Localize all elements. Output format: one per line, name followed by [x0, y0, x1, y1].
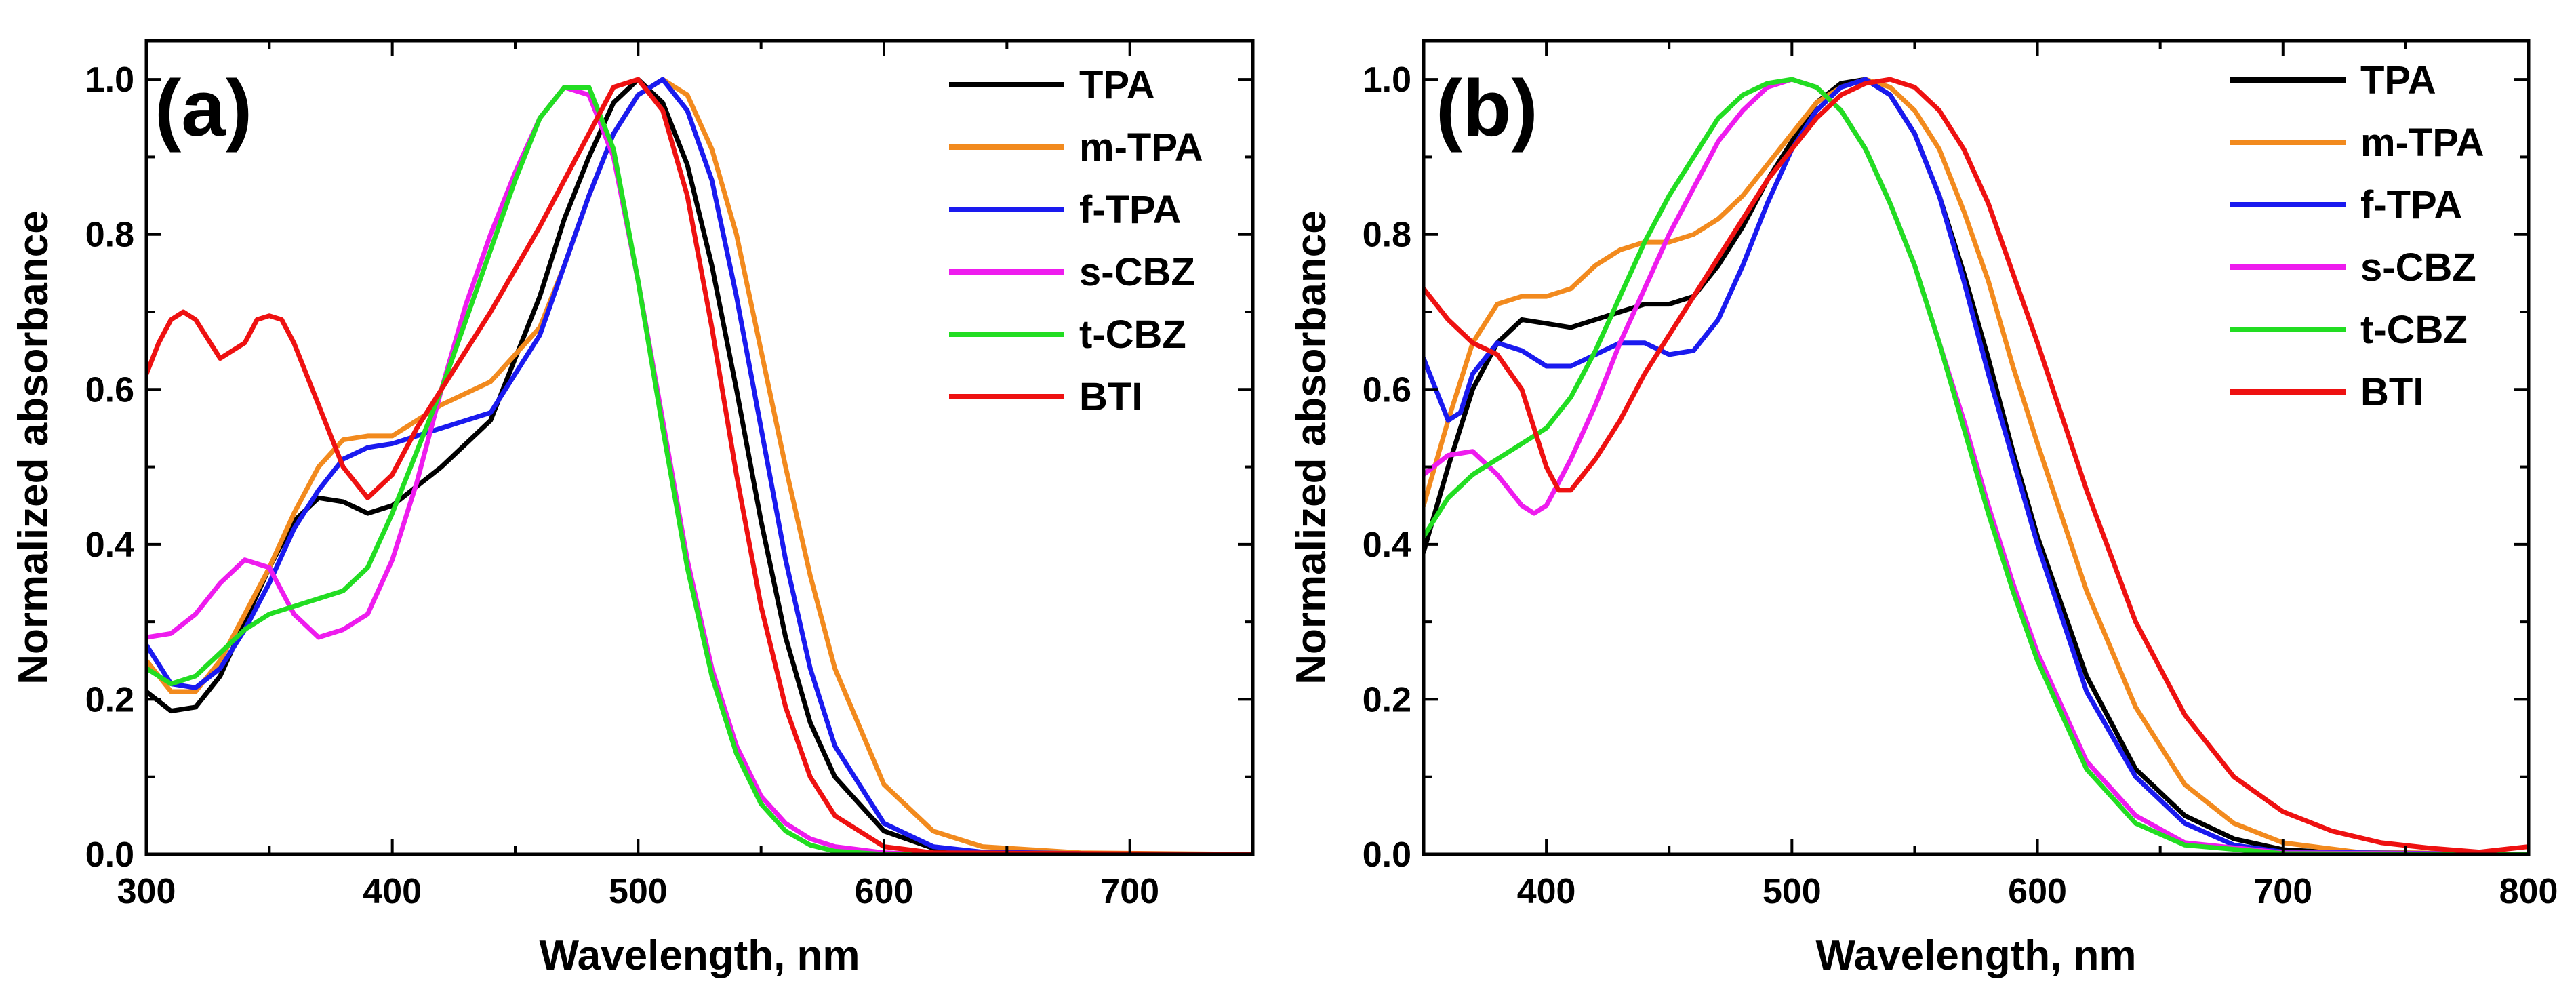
y-tick-label: 0.8 [1363, 216, 1411, 255]
series-line-t-cbz [1424, 77, 2529, 854]
y-tick-label: 0.2 [1363, 680, 1411, 719]
y-tick-label: 0.0 [1363, 835, 1411, 875]
series-line-m-tpa [1424, 77, 2529, 854]
legend-label-m-tpa: m-TPA [2360, 121, 2484, 165]
panel-label: (b) [1436, 64, 1538, 153]
y-tick-label: 1.0 [1363, 60, 1411, 100]
x-tick-label: 800 [2499, 872, 2558, 911]
y-tick-label: 0.6 [85, 370, 134, 410]
series-line-bti [1424, 77, 2529, 854]
legend-label-t-cbz: t-CBZ [2360, 308, 2468, 352]
legend-label-f-tpa: f-TPA [2360, 183, 2462, 227]
plot-frame [144, 39, 1255, 856]
y-tick-label: 0.4 [1363, 525, 1411, 565]
legend-label-tpa: TPA [2360, 58, 2436, 102]
x-tick-label: 400 [363, 872, 422, 911]
series-group [1424, 77, 2529, 854]
legend-label-bti: BTI [2360, 370, 2423, 414]
y-axis-title: Normalized absorbance [1288, 210, 1335, 684]
panel-label: (a) [155, 64, 252, 153]
series-line-bti [146, 77, 1253, 854]
legend-label-m-tpa: m-TPA [1079, 125, 1203, 170]
chart-panel-b: 400 500 600 700 800 0.0 0.2 0.4 0.6 0.8 1.0 Wavelen… [1288, 39, 2558, 979]
x-tick-label: 700 [1100, 872, 1159, 911]
y-tick-label: 0.8 [85, 216, 134, 255]
legend-label-tpa: TPA [1079, 63, 1155, 107]
series-line-f-tpa [146, 77, 1253, 854]
x-tick-label: 500 [1763, 872, 1822, 911]
y-tick-label: 0.6 [1363, 370, 1411, 410]
legend-label-s-cbz: s-CBZ [2360, 245, 2476, 290]
y-axis-title: Normalized absorbance [10, 210, 57, 684]
y-tick-label: 0.0 [85, 835, 134, 875]
x-tick-label: 600 [2008, 872, 2067, 911]
y-tick-label: 1.0 [85, 60, 134, 100]
x-tick-label: 500 [609, 872, 668, 911]
x-axis-title: Wavelength, nm [539, 932, 860, 979]
legend-label-bti: BTI [1079, 375, 1142, 419]
series-group [146, 77, 1253, 854]
x-tick-label: 300 [117, 872, 176, 911]
y-tick-label: 0.2 [85, 680, 134, 719]
plot-frame [1422, 39, 2531, 856]
legend: TPA m-TPA f-TPA s-CBZ t-CBZ BTI [2230, 58, 2484, 414]
x-axis-title: Wavelength, nm [1815, 932, 2136, 979]
y-tick-label: 0.4 [85, 525, 134, 565]
x-tick-label: 600 [855, 872, 914, 911]
legend-label-s-cbz: s-CBZ [1079, 250, 1195, 294]
legend: TPA m-TPA f-TPA s-CBZ t-CBZ BTI [949, 63, 1203, 419]
legend-label-f-tpa: f-TPA [1079, 188, 1181, 232]
x-tick-label: 400 [1517, 872, 1576, 911]
series-line-f-tpa [1424, 77, 2529, 854]
chart-panel-a: 300 400 500 600 700 0.0 0.2 0.4 0.6 0.8 1.0 Wavelen… [10, 39, 1255, 979]
series-line-t-cbz [146, 85, 1253, 854]
x-tick-label: 700 [2253, 872, 2312, 911]
legend-label-t-cbz: t-CBZ [1079, 313, 1186, 357]
